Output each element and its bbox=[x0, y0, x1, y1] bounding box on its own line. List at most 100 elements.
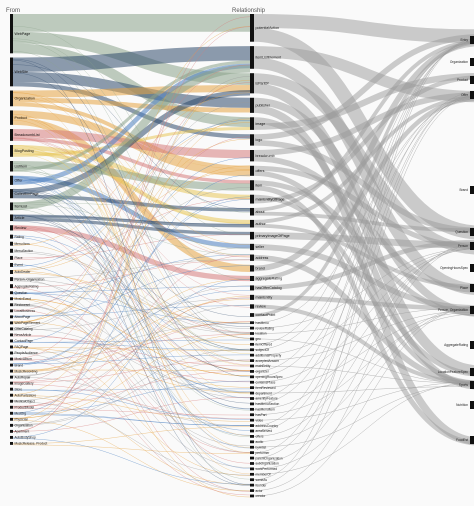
relationship-node-29[interactable] bbox=[250, 364, 254, 368]
target-node-13[interactable] bbox=[470, 401, 474, 409]
relationship-node-21[interactable] bbox=[250, 321, 254, 325]
from-node-44[interactable] bbox=[10, 435, 13, 439]
relationship-node-3[interactable] bbox=[250, 97, 254, 113]
from-node-6[interactable] bbox=[10, 161, 13, 172]
target-node-14[interactable] bbox=[470, 436, 474, 444]
relationship-node-41[interactable] bbox=[250, 429, 254, 433]
from-node-19[interactable] bbox=[10, 284, 13, 289]
from-node-14[interactable] bbox=[10, 248, 13, 253]
relationship-node-1[interactable] bbox=[250, 46, 254, 69]
from-node-30[interactable] bbox=[10, 351, 13, 355]
from-node-39[interactable] bbox=[10, 405, 13, 409]
from-node-10[interactable] bbox=[10, 214, 13, 222]
from-node-43[interactable] bbox=[10, 429, 13, 433]
relationship-node-11[interactable] bbox=[250, 219, 254, 228]
from-node-24[interactable] bbox=[10, 315, 13, 319]
from-node-23[interactable] bbox=[10, 309, 13, 313]
relationship-node-7[interactable] bbox=[250, 165, 254, 176]
relationship-node-9[interactable] bbox=[250, 194, 254, 204]
relationship-node-28[interactable] bbox=[250, 359, 254, 362]
from-node-7[interactable] bbox=[10, 175, 13, 185]
target-node-12[interactable] bbox=[470, 381, 474, 389]
relationship-node-17[interactable] bbox=[250, 285, 254, 291]
relationship-node-35[interactable] bbox=[250, 397, 254, 400]
relationship-node-51[interactable] bbox=[250, 483, 254, 487]
relationship-node-34[interactable] bbox=[250, 391, 254, 395]
target-node-1[interactable] bbox=[470, 58, 474, 66]
from-node-35[interactable] bbox=[10, 381, 13, 385]
from-node-15[interactable] bbox=[10, 255, 13, 260]
from-node-9[interactable] bbox=[10, 202, 13, 211]
relationship-node-37[interactable] bbox=[250, 407, 254, 411]
relationship-node-45[interactable] bbox=[250, 451, 254, 455]
from-node-34[interactable] bbox=[10, 375, 13, 379]
relationship-node-16[interactable] bbox=[250, 275, 254, 281]
from-node-13[interactable] bbox=[10, 241, 13, 246]
from-node-12[interactable] bbox=[10, 234, 13, 239]
relationship-node-15[interactable] bbox=[250, 265, 254, 272]
relationship-node-10[interactable] bbox=[250, 207, 254, 216]
from-node-18[interactable] bbox=[10, 277, 13, 282]
target-node-3[interactable] bbox=[470, 91, 474, 99]
relationship-node-18[interactable] bbox=[250, 294, 254, 300]
relationship-node-4[interactable] bbox=[250, 117, 254, 130]
from-node-25[interactable] bbox=[10, 321, 13, 325]
relationship-node-40[interactable] bbox=[250, 424, 254, 427]
relationship-node-24[interactable] bbox=[250, 337, 254, 341]
from-node-31[interactable] bbox=[10, 357, 13, 361]
relationship-node-8[interactable] bbox=[250, 180, 254, 191]
from-node-21[interactable] bbox=[10, 297, 13, 301]
relationship-node-38[interactable] bbox=[250, 413, 254, 417]
from-node-11[interactable] bbox=[10, 225, 13, 231]
relationship-node-42[interactable] bbox=[250, 435, 254, 438]
from-node-0[interactable] bbox=[10, 14, 13, 54]
relationship-node-20[interactable] bbox=[250, 313, 254, 317]
target-node-6[interactable] bbox=[470, 242, 474, 250]
target-node-7[interactable] bbox=[470, 264, 474, 272]
from-node-33[interactable] bbox=[10, 369, 13, 373]
relationship-node-52[interactable] bbox=[250, 489, 254, 492]
from-node-37[interactable] bbox=[10, 393, 13, 397]
relationship-node-5[interactable] bbox=[250, 134, 254, 146]
relationship-node-25[interactable] bbox=[250, 342, 254, 346]
relationship-node-44[interactable] bbox=[250, 445, 254, 449]
from-node-20[interactable] bbox=[10, 291, 13, 295]
from-node-42[interactable] bbox=[10, 423, 13, 427]
from-node-17[interactable] bbox=[10, 270, 13, 274]
from-node-36[interactable] bbox=[10, 387, 13, 391]
from-node-41[interactable] bbox=[10, 417, 13, 421]
relationship-node-27[interactable] bbox=[250, 353, 254, 357]
relationship-node-26[interactable] bbox=[250, 348, 254, 352]
from-node-40[interactable] bbox=[10, 411, 13, 415]
relationship-node-53[interactable] bbox=[250, 494, 254, 498]
from-node-4[interactable] bbox=[10, 129, 13, 141]
relationship-node-30[interactable] bbox=[250, 370, 254, 373]
relationship-node-23[interactable] bbox=[250, 332, 254, 335]
target-node-9[interactable] bbox=[470, 306, 474, 314]
relationship-node-33[interactable] bbox=[250, 386, 254, 390]
relationship-node-14[interactable] bbox=[250, 254, 254, 261]
target-node-11[interactable] bbox=[470, 368, 474, 376]
relationship-node-0[interactable] bbox=[250, 14, 254, 42]
from-node-28[interactable] bbox=[10, 339, 13, 343]
relationship-node-6[interactable] bbox=[250, 150, 254, 162]
relationship-node-49[interactable] bbox=[250, 472, 254, 476]
from-node-45[interactable] bbox=[10, 441, 13, 445]
relationship-node-46[interactable] bbox=[250, 456, 254, 460]
from-node-29[interactable] bbox=[10, 345, 13, 349]
relationship-node-22[interactable] bbox=[250, 326, 254, 330]
relationship-node-2[interactable] bbox=[250, 73, 254, 94]
from-node-22[interactable] bbox=[10, 303, 13, 307]
from-node-16[interactable] bbox=[10, 262, 13, 267]
from-node-5[interactable] bbox=[10, 145, 13, 157]
target-node-2[interactable] bbox=[470, 76, 474, 84]
relationship-node-47[interactable] bbox=[250, 462, 254, 465]
relationship-node-31[interactable] bbox=[250, 375, 254, 379]
relationship-node-50[interactable] bbox=[250, 478, 254, 482]
from-node-1[interactable] bbox=[10, 57, 13, 87]
from-node-8[interactable] bbox=[10, 189, 13, 199]
relationship-node-12[interactable] bbox=[250, 231, 254, 240]
target-node-0[interactable] bbox=[470, 36, 474, 44]
relationship-node-13[interactable] bbox=[250, 243, 254, 251]
target-node-4[interactable] bbox=[470, 186, 474, 194]
